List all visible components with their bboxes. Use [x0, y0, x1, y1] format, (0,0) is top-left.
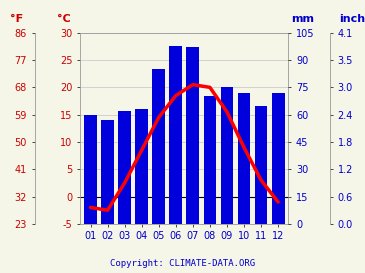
Text: Copyright: CLIMATE-DATA.ORG: Copyright: CLIMATE-DATA.ORG: [110, 259, 255, 268]
Text: °C: °C: [57, 14, 71, 24]
Bar: [204, 96, 216, 224]
Text: °F: °F: [10, 14, 23, 24]
Bar: [238, 93, 250, 224]
Text: mm: mm: [291, 14, 315, 24]
Text: inch: inch: [339, 14, 365, 24]
Bar: [152, 69, 165, 224]
Bar: [84, 115, 97, 224]
Bar: [220, 87, 233, 224]
Bar: [169, 46, 182, 224]
Bar: [187, 47, 199, 224]
Bar: [272, 93, 284, 224]
Bar: [135, 109, 148, 224]
Bar: [255, 106, 268, 224]
Bar: [118, 111, 131, 224]
Bar: [101, 120, 114, 224]
